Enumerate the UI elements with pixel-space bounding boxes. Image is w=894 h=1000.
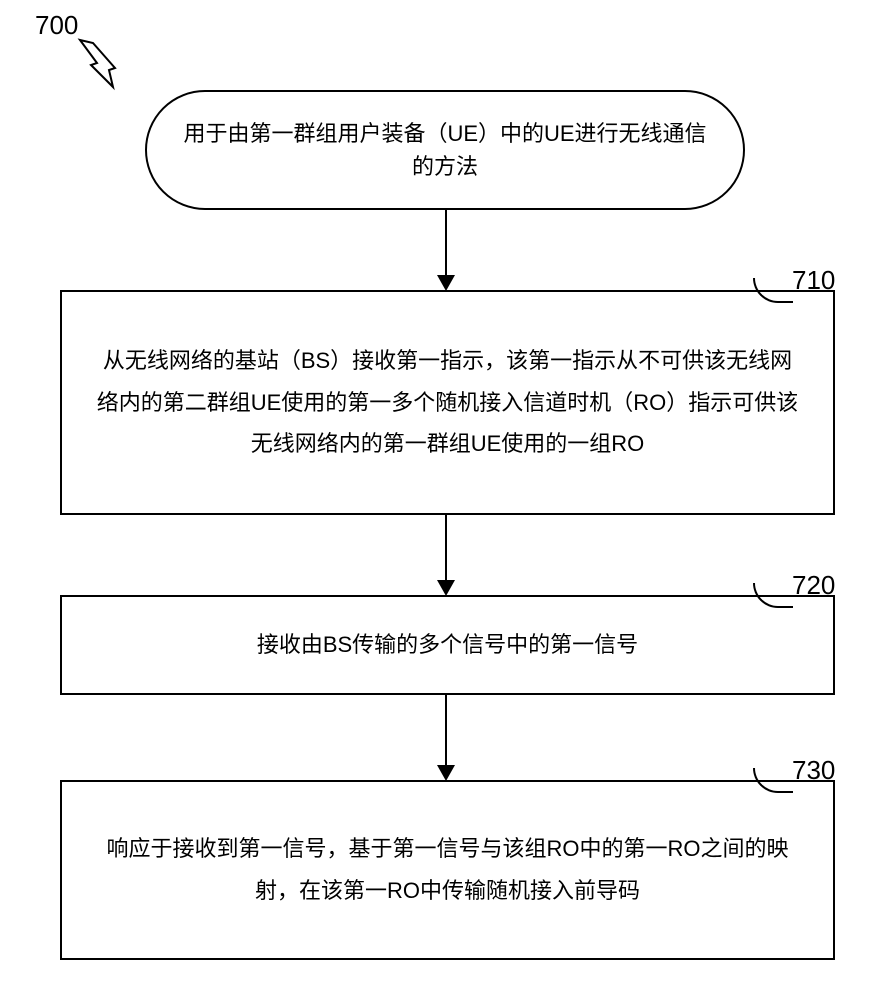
flowchart-step: 从无线网络的基站（BS）接收第一指示，该第一指示从不可供该无线网络内的第二群组U… [60,290,835,515]
flowchart-step: 响应于接收到第一信号，基于第一信号与该组RO中的第一RO之间的映射，在该第一RO… [60,780,835,960]
step-text: 响应于接收到第一信号，基于第一信号与该组RO中的第一RO之间的映射，在该第一RO… [92,828,803,912]
lightning-arrow-icon [75,35,135,95]
step-text: 从无线网络的基站（BS）接收第一指示，该第一指示从不可供该无线网络内的第二群组U… [92,340,803,465]
flowchart-step: 接收由BS传输的多个信号中的第一信号 [60,595,835,695]
figure-number: 700 [35,10,78,41]
start-text: 用于由第一群组用户装备（UE）中的UE进行无线通信的方法 [177,117,713,183]
flowchart-start: 用于由第一群组用户装备（UE）中的UE进行无线通信的方法 [145,90,745,210]
flow-arrow [445,210,447,290]
step-text: 接收由BS传输的多个信号中的第一信号 [257,624,638,666]
flow-arrow [445,695,447,780]
flow-arrow [445,515,447,595]
